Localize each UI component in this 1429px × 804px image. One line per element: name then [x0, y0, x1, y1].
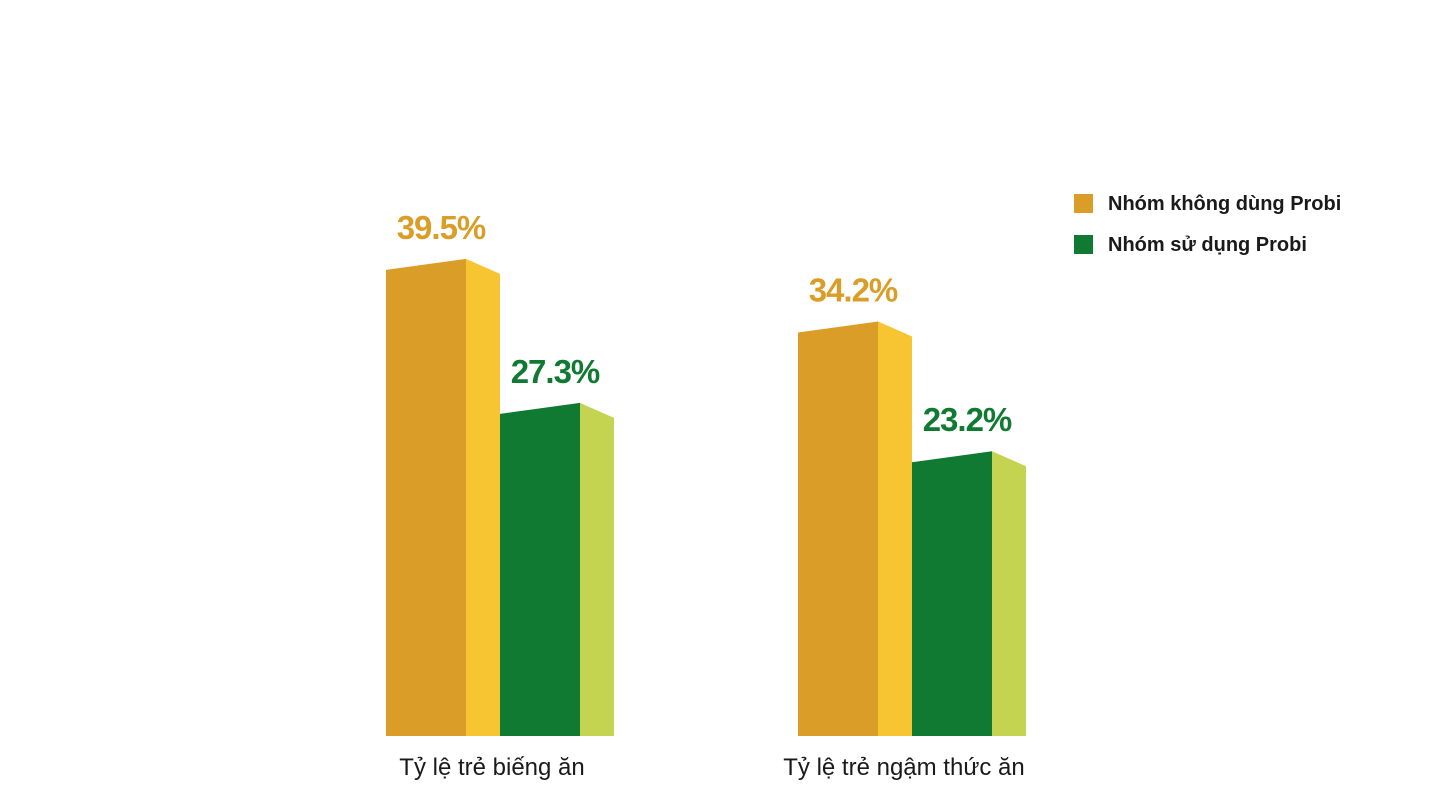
- legend-label-1: Nhóm không dùng Probi: [1108, 193, 1341, 215]
- category-label-2: Tỷ lệ trẻ ngậm thức ăn: [783, 754, 1025, 781]
- bar-side-s2-c2: [992, 451, 1026, 736]
- data-label-s2-c1: 27.3%: [511, 353, 600, 390]
- legend-swatch-1: [1074, 194, 1093, 213]
- bar-side-s1-c1: [466, 258, 500, 736]
- data-label-s1-c2: 34.2%: [809, 271, 898, 308]
- bar-front-s2-c2: [912, 451, 992, 736]
- bar-side-s2-c1: [580, 402, 614, 736]
- data-label-s2-c2: 23.2%: [923, 401, 1012, 438]
- bars-layer: [386, 258, 1026, 736]
- legend-swatch-2: [1074, 235, 1093, 254]
- bar-front-s1-c1: [386, 258, 466, 736]
- bar-front-s2-c1: [500, 402, 580, 736]
- bar-front-s1-c2: [798, 321, 878, 736]
- data-labels-layer: 39.5% 27.3% 34.2% 23.2%: [397, 209, 1013, 438]
- legend: Nhóm không dùng Probi Nhóm sử dụng Probi: [1074, 193, 1341, 256]
- legend-label-2: Nhóm sử dụng Probi: [1108, 234, 1307, 256]
- data-label-s1-c1: 39.5%: [397, 209, 486, 246]
- category-labels-layer: Tỷ lệ trẻ biếng ăn Tỷ lệ trẻ ngậm thức ăn: [399, 754, 1024, 781]
- category-label-1: Tỷ lệ trẻ biếng ăn: [399, 754, 584, 781]
- bar-side-s1-c2: [878, 321, 912, 736]
